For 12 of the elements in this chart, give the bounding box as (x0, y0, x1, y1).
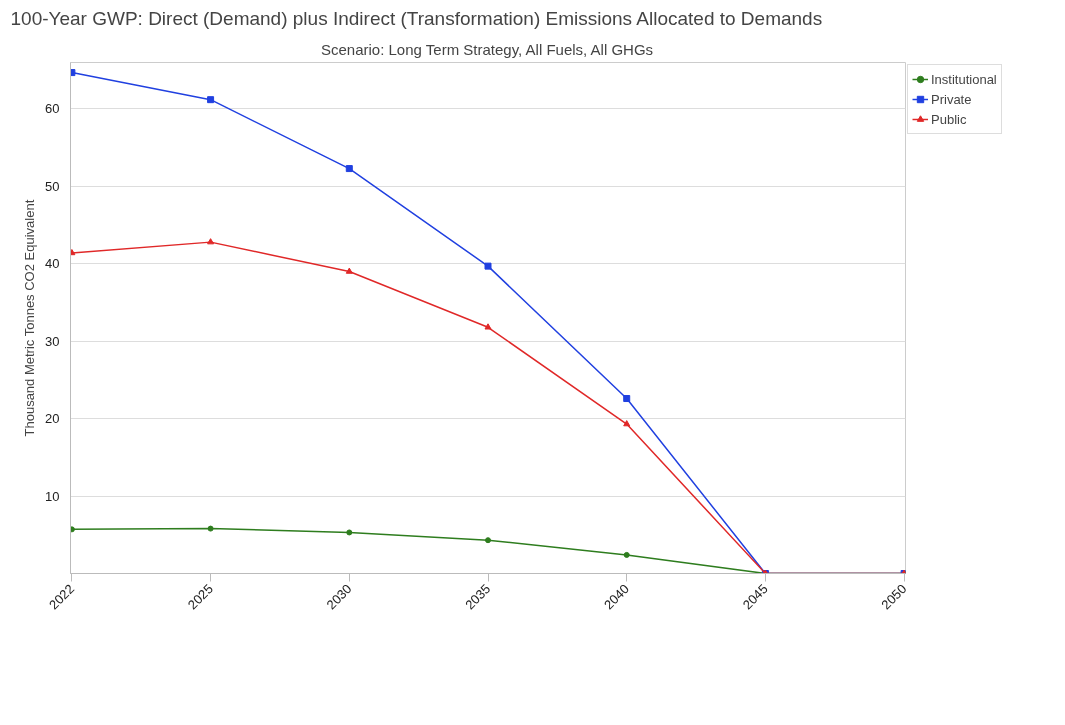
y-tick-label: 20 (45, 411, 60, 427)
y-tick-label: 10 (45, 488, 60, 504)
y-tick-label: 30 (45, 333, 60, 349)
y-tick-label: 60 (45, 101, 60, 117)
y-tick-label: 50 (45, 178, 60, 194)
legend-label: Private (931, 91, 972, 107)
chart-subtitle: Scenario: Long Term Strategy, All Fuels, All GHGs (320, 40, 654, 58)
legend-label: Institutional (931, 71, 997, 87)
y-axis-title: Thousand Metric Tonnes CO2 Equivalent (22, 199, 38, 437)
legend-label: Public (931, 111, 967, 127)
y-tick-label: 40 (45, 256, 60, 272)
chart-title: 100-Year GWP: Direct (Demand) plus Indirect (Transformation) Emissions Allocated to Demands (10, 7, 823, 29)
